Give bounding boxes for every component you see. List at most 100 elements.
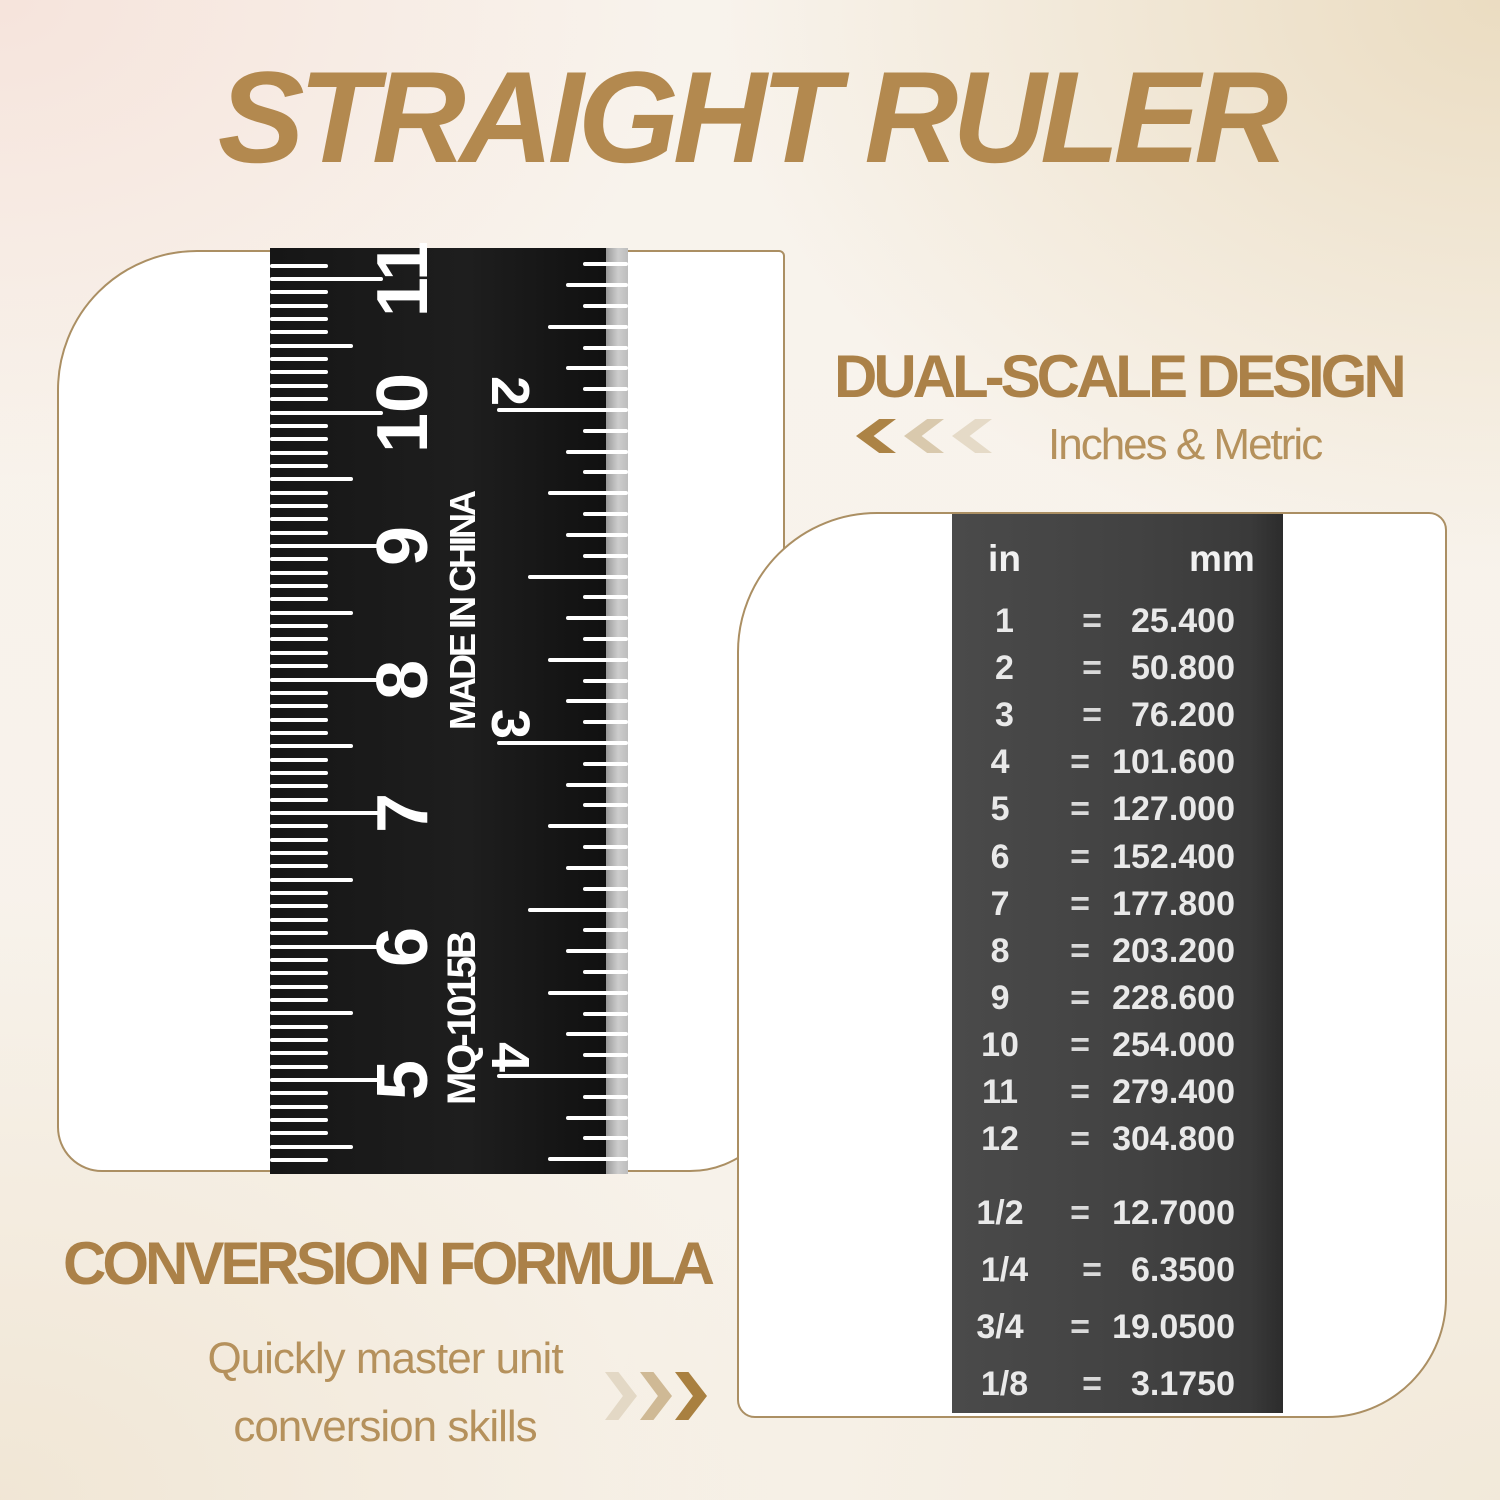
- inch-value: 6: [990, 837, 1010, 876]
- conversion-table-rows: 1 = 25.400 2 = 50.800 3 = 76.200 4 = 101.600 5 = 127.0…: [952, 598, 1283, 1413]
- ruler-cm-tick: [270, 864, 328, 869]
- ruler-cm-tick: [270, 503, 328, 508]
- ruler-cm-tick: [270, 997, 328, 1002]
- mm-value: 101.600: [1112, 743, 1235, 782]
- ruler-inch-tick: [566, 1032, 628, 1037]
- mm-value: 127.000: [1112, 790, 1235, 829]
- inch-value: 1/4: [980, 1251, 1029, 1290]
- inch-value: 9: [990, 978, 1010, 1017]
- ruler-inch-tick: [497, 741, 628, 745]
- ruler-cm-tick: [270, 957, 328, 962]
- equals-sign: =: [1070, 1120, 1090, 1159]
- ruler-inch-tick: [528, 574, 628, 579]
- inch-value: 1/8: [980, 1365, 1029, 1404]
- ruler-inch-tick: [583, 969, 628, 974]
- conversion-row: 1/8 = 3.1750: [952, 1356, 1283, 1413]
- ruler-cm-tick: [270, 877, 353, 882]
- conversion-row: 3/4 = 19.0500: [952, 1299, 1283, 1356]
- inch-value: 7: [990, 884, 1010, 923]
- ruler-cm-tick: [270, 1037, 328, 1042]
- ruler-inch-tick: [583, 1053, 628, 1058]
- chevron-right-icon: [675, 1372, 707, 1420]
- ruler-cm-tick: [270, 490, 328, 495]
- ruler-made-in-label: MADE IN CHINA: [442, 493, 483, 731]
- equals-sign: =: [1070, 978, 1090, 1017]
- ruler-inch-tick: [583, 470, 628, 475]
- ruler-cm-tick: [270, 650, 328, 655]
- ruler-cm-tick: [270, 704, 328, 709]
- inch-value: 2: [995, 649, 1014, 688]
- ruler-cm-tick: [270, 290, 328, 295]
- chevron-left-icon: [952, 419, 992, 453]
- ruler-inch-tick: [583, 886, 628, 891]
- conversion-row: 1/2 = 12.7000: [952, 1185, 1283, 1242]
- conversion-formula-line1: Quickly master unit: [207, 1334, 563, 1383]
- ruler-cm-tick: [270, 944, 383, 949]
- ruler-inch-tick: [583, 512, 628, 517]
- equals-sign: =: [1082, 1251, 1102, 1290]
- ruler-cm-tick: [270, 624, 328, 629]
- ruler-cm-tick: [270, 263, 328, 268]
- mm-value: 152.400: [1112, 837, 1235, 876]
- ruler-inch-tick: [566, 949, 628, 954]
- equals-sign: =: [1070, 1072, 1090, 1111]
- ruler-inch-tick: [583, 345, 628, 350]
- ruler-cm-number: 5: [363, 1059, 443, 1101]
- ruler-inch-tick: [583, 636, 628, 641]
- ruler-cm-tick: [270, 1078, 383, 1082]
- conversion-table-header: in mm: [952, 520, 1283, 598]
- ruler-cm-tick: [270, 610, 353, 615]
- inch-value: 1: [995, 602, 1014, 641]
- ruler-cm-number: 10: [363, 372, 443, 453]
- mm-value: 6.3500: [1131, 1251, 1235, 1290]
- mm-value: 177.800: [1112, 884, 1235, 923]
- ruler-cm-tick: [270, 664, 328, 669]
- ruler-cm-tick: [270, 1091, 328, 1096]
- ruler-cm-tick: [270, 1024, 328, 1029]
- equals-sign: =: [1082, 696, 1102, 735]
- ruler-cm-tick: [270, 1118, 328, 1123]
- equals-sign: =: [1070, 1025, 1090, 1064]
- ruler-cm-tick: [270, 971, 328, 976]
- ruler-inch-tick: [583, 1136, 628, 1141]
- ruler-cm-tick: [270, 984, 328, 989]
- ruler-cm-tick: [270, 744, 353, 749]
- chevrons-left-icon: [856, 419, 1000, 453]
- mm-value: 25.400: [1131, 602, 1235, 641]
- ruler-cm-tick: [270, 1051, 328, 1056]
- inch-value: 10: [981, 1025, 1019, 1064]
- ruler-inch-tick: [583, 928, 628, 933]
- conversion-formula-heading: CONVERSION FORMULA: [63, 1230, 715, 1297]
- ruler-cm-tick: [270, 450, 328, 455]
- conversion-row: 4 = 101.600: [952, 739, 1283, 786]
- mm-value: 254.000: [1112, 1025, 1235, 1064]
- ruler-inch-tick: [583, 720, 628, 725]
- ruler-cm-number: 8: [363, 659, 443, 700]
- ruler-cm-tick: [270, 410, 383, 415]
- ruler-inch-tick: [548, 324, 628, 329]
- ruler-inch-tick: [566, 283, 628, 288]
- ruler-cm-tick: [270, 730, 328, 735]
- inch-value: 4: [990, 743, 1010, 782]
- ruler-cm-tick: [270, 383, 328, 388]
- ruler-inch-tick: [566, 1115, 628, 1120]
- chevron-left-icon: [856, 419, 896, 453]
- ruler-cm-number: 11: [363, 240, 443, 318]
- ruler-cm-tick: [270, 904, 328, 909]
- ruler-inch-tick: [583, 262, 628, 267]
- chevron-left-icon: [904, 419, 944, 453]
- ruler-cm-tick: [270, 677, 383, 682]
- ruler-inch-tick: [548, 491, 628, 496]
- mm-value: 203.200: [1112, 931, 1235, 970]
- conversion-row: 11 = 279.400: [952, 1069, 1283, 1116]
- mm-value: 12.7000: [1112, 1194, 1235, 1233]
- ruler-cm-tick: [270, 597, 328, 602]
- table-gap: [952, 1163, 1283, 1185]
- inch-value: 8: [990, 931, 1010, 970]
- ruler-cm-tick: [270, 757, 328, 762]
- ruler-inch-tick: [497, 1074, 628, 1078]
- ruler-cm-tick: [270, 557, 328, 562]
- equals-sign: =: [1082, 1365, 1102, 1404]
- ruler-cm-tick: [270, 303, 328, 308]
- ruler-cm-tick: [270, 370, 328, 375]
